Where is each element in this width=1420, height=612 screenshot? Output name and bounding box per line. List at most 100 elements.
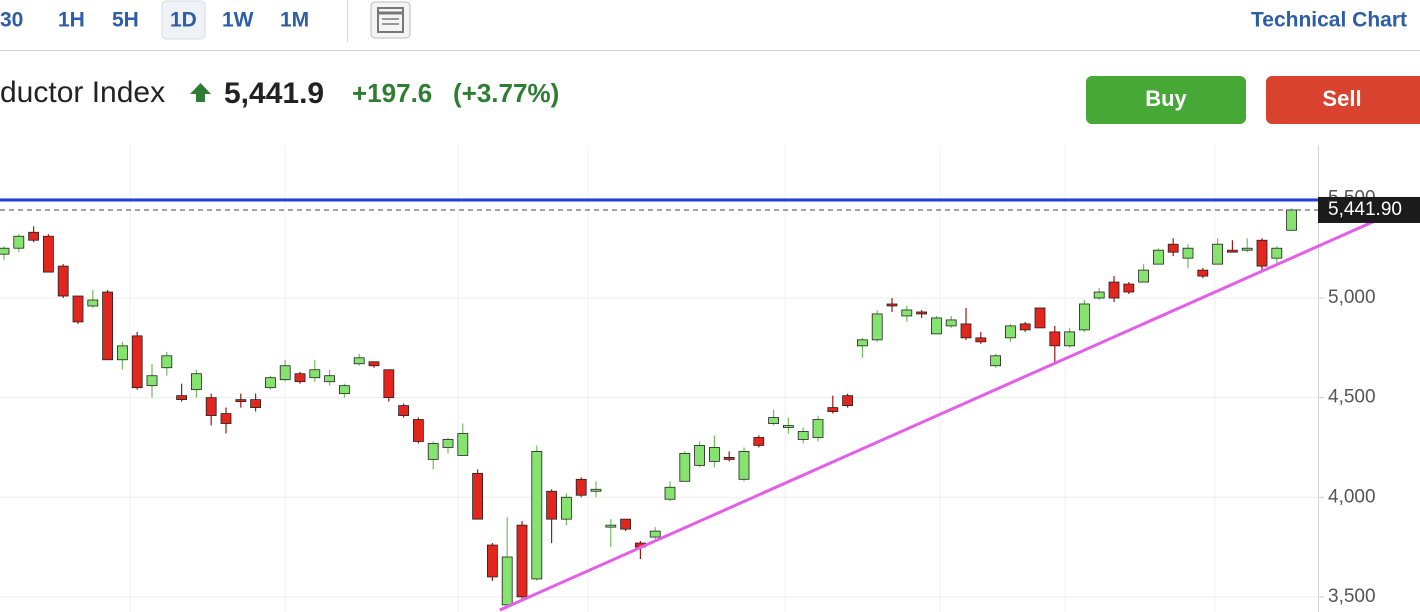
sell-label: Sell xyxy=(1322,86,1361,111)
candle-body xyxy=(250,399,262,408)
buy-label: Buy xyxy=(1145,86,1187,111)
candle-body xyxy=(709,447,720,462)
change-percent: (+3.77%) xyxy=(453,78,559,108)
candle-body xyxy=(190,373,202,391)
change: +197.6 xyxy=(352,78,432,108)
candle-body xyxy=(43,235,54,273)
candle-body xyxy=(146,375,158,387)
candle-body xyxy=(324,375,336,383)
candle-body xyxy=(1153,249,1164,265)
candle-body xyxy=(783,425,794,428)
candle-body xyxy=(279,365,291,381)
interval-button[interactable]: 1H xyxy=(58,9,85,32)
candle-body xyxy=(531,451,543,580)
candle-body xyxy=(501,556,513,606)
candle-body xyxy=(960,323,972,339)
last-price-label: 5,441.90 xyxy=(1328,199,1402,220)
candle-body xyxy=(1212,243,1223,265)
y-tick-label: 4,500 xyxy=(1328,387,1376,408)
candle-body xyxy=(1005,325,1016,339)
icon-glyph xyxy=(377,7,404,33)
candle-body xyxy=(176,395,188,401)
candle-body xyxy=(605,524,617,528)
candle-body xyxy=(886,303,898,307)
candle-body xyxy=(975,337,987,343)
candle-body xyxy=(72,295,84,323)
candle-body xyxy=(457,433,469,456)
candle-body xyxy=(945,319,957,327)
candle-body xyxy=(472,472,484,520)
candle-body xyxy=(1241,247,1253,251)
candle-body xyxy=(1108,281,1120,299)
candle-body xyxy=(842,395,853,406)
candle-body xyxy=(1138,269,1149,283)
candle-body xyxy=(1034,307,1046,329)
candle-body xyxy=(1167,243,1179,253)
candle-body xyxy=(901,309,913,317)
y-tick-label: 4,000 xyxy=(1328,486,1376,507)
candle-body xyxy=(1271,247,1283,259)
technical-chart-link[interactable]: Technical Chart xyxy=(1251,9,1407,32)
candle-body xyxy=(102,291,113,361)
candle-body xyxy=(57,265,69,297)
candle-body xyxy=(590,488,602,492)
candle-body xyxy=(546,490,557,520)
candle-body xyxy=(1123,283,1135,293)
last-price-badge xyxy=(1318,196,1420,223)
sell-button[interactable]: Sell xyxy=(1266,76,1420,124)
candle-body xyxy=(383,369,395,399)
candle-body xyxy=(1079,303,1090,331)
candle-body xyxy=(679,453,691,482)
candle-body xyxy=(427,443,439,460)
candle-body xyxy=(871,313,883,341)
candle-body xyxy=(117,345,128,361)
up-arrow xyxy=(190,83,211,102)
candle-body xyxy=(235,399,247,403)
y-tick-label: 5,000 xyxy=(1328,287,1376,308)
candle-body xyxy=(205,397,217,416)
buy-bg xyxy=(1086,76,1246,124)
candle-body xyxy=(294,373,306,383)
candle-body xyxy=(1093,291,1105,299)
sell-bg xyxy=(1266,76,1420,124)
interval-button[interactable]: 30 xyxy=(0,9,23,32)
candle-body xyxy=(264,377,276,389)
candle-body xyxy=(723,456,735,460)
candle-body xyxy=(1286,209,1297,231)
candle-body xyxy=(812,419,824,438)
candle-body xyxy=(338,385,350,395)
instrument-name: ductor Index xyxy=(0,76,165,109)
layout-icon[interactable] xyxy=(370,1,411,39)
candle-body xyxy=(368,361,380,367)
y-tick-label: 3,500 xyxy=(1328,586,1376,607)
interval-selected-bg xyxy=(161,0,206,40)
buy-button[interactable]: Buy xyxy=(1086,76,1246,124)
interval-button[interactable]: 1D xyxy=(170,9,197,32)
interval-button[interactable]: 1M xyxy=(280,9,309,32)
candle-body xyxy=(694,445,705,466)
candle-body xyxy=(990,355,1001,367)
candle-body xyxy=(797,431,809,440)
drawn-line xyxy=(499,208,1401,612)
candle-body xyxy=(309,369,321,379)
candle-body xyxy=(664,486,676,500)
candle-body xyxy=(28,231,40,241)
candle-body xyxy=(1182,247,1194,259)
candle-body xyxy=(857,339,868,347)
candle-body xyxy=(768,417,779,424)
price: 5,441.9 xyxy=(224,77,324,110)
interval-button[interactable]: 5H xyxy=(112,9,139,32)
candle-body xyxy=(827,407,839,412)
candle-body xyxy=(353,357,365,365)
candle-body xyxy=(1049,331,1061,347)
candle-body xyxy=(1256,239,1268,267)
candle-body xyxy=(1019,323,1031,331)
interval-button[interactable]: 1W xyxy=(222,9,254,32)
candle-body xyxy=(412,419,424,442)
candle-body xyxy=(916,311,927,315)
candle-body xyxy=(753,437,765,446)
candle-body xyxy=(931,317,942,335)
